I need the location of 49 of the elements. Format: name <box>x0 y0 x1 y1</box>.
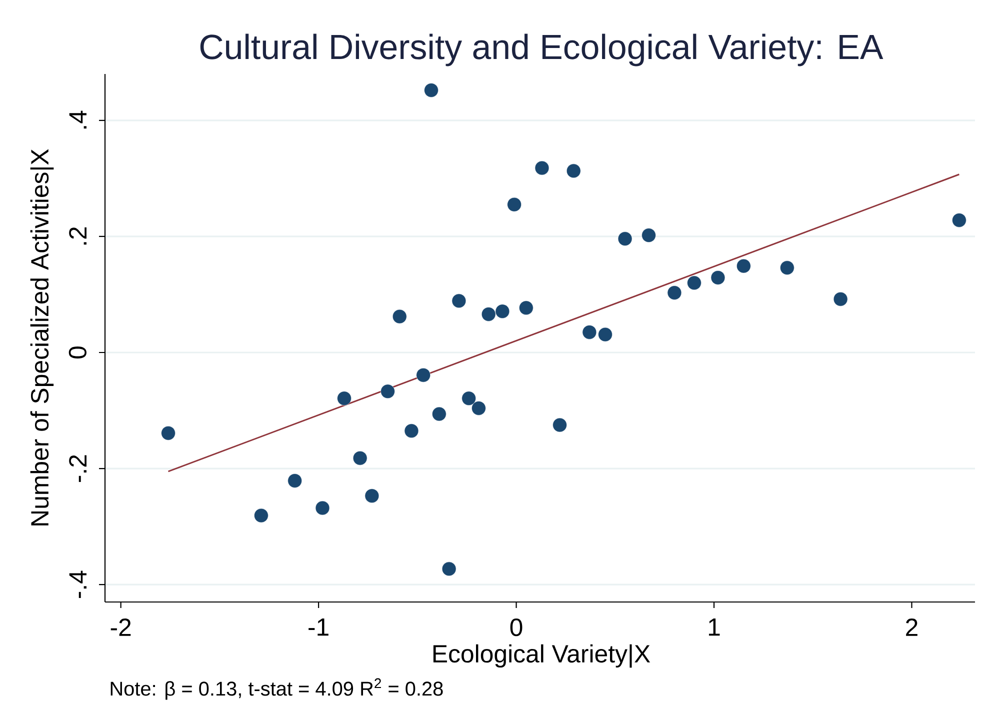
point <box>780 260 794 275</box>
point <box>552 418 567 432</box>
point <box>472 401 486 416</box>
y-tick-label: 0 <box>68 346 86 358</box>
point <box>288 474 302 488</box>
point <box>710 270 726 285</box>
point <box>952 213 966 228</box>
text: Note: β = 0.13, t-stat = 4.09 R$^{2}$ = 0.28 <box>110 678 443 700</box>
point <box>566 164 581 178</box>
point <box>519 300 534 315</box>
point <box>687 276 702 290</box>
point <box>337 391 352 406</box>
x-tick-label: -1 <box>308 618 328 636</box>
y-tick-label: .4 <box>69 110 86 129</box>
point <box>618 232 632 246</box>
y-tick-label: .2 <box>69 227 86 245</box>
x-tick-label: 1 <box>708 618 720 636</box>
point <box>534 160 550 176</box>
point <box>462 391 476 406</box>
chart-title: Cultural Diversity and Ecological Variety: EA <box>200 34 884 66</box>
x-tick-label: 2 <box>906 618 918 636</box>
x-tick-label: -2 <box>110 618 131 636</box>
point <box>736 258 751 274</box>
point <box>432 406 446 422</box>
y-axis-title: Number of Specialized Activities|X <box>30 149 54 526</box>
point <box>507 197 522 212</box>
point <box>667 286 682 300</box>
y-tick-label: -.4 <box>69 570 86 598</box>
x-tick-label: 0 <box>510 618 522 636</box>
point <box>254 508 268 523</box>
point <box>380 384 395 399</box>
x-axis-title: Ecological Variety|X <box>433 644 650 668</box>
point <box>642 228 656 242</box>
y-tick-label: -.2 <box>69 455 86 482</box>
point <box>424 83 438 98</box>
point <box>161 426 176 440</box>
point <box>598 327 612 342</box>
point <box>582 325 597 340</box>
point <box>364 488 380 503</box>
point <box>352 450 368 466</box>
point <box>452 294 466 308</box>
point <box>315 500 330 516</box>
point <box>392 309 407 324</box>
point <box>442 562 456 576</box>
point <box>481 307 496 322</box>
point <box>404 424 419 438</box>
point <box>495 304 510 318</box>
point <box>416 368 430 382</box>
point <box>833 292 848 306</box>
